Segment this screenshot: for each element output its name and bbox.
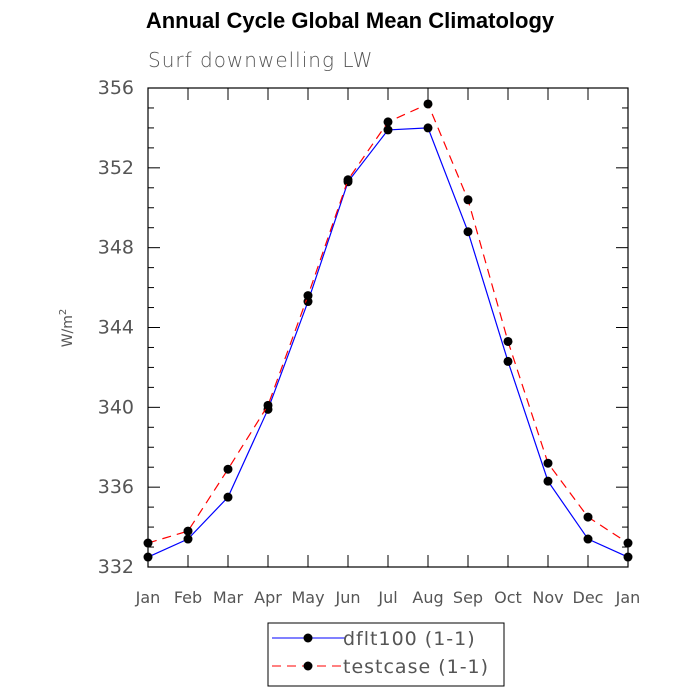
legend-box [267, 622, 505, 687]
x-tick-label: Jul [377, 588, 397, 607]
point-dflt100-12 [623, 552, 633, 562]
point-dflt100-0 [143, 552, 153, 562]
x-tick-label: Mar [213, 588, 244, 607]
y-tick-label: 340 [98, 396, 134, 418]
x-tick-label: Dec [573, 588, 604, 607]
y-tick-labels: 332 336 340 344 348 352 356 [98, 77, 134, 578]
point-testcase-5 [343, 175, 353, 185]
legend-label-testcase: testcase (1-1) [343, 656, 489, 678]
point-testcase-1 [183, 526, 193, 536]
series-line-dflt100 [147, 127, 629, 558]
y-tick-label: 336 [98, 476, 134, 498]
point-testcase-11 [583, 512, 593, 522]
point-dflt100-6 [383, 125, 393, 135]
y-tick-label: 348 [98, 237, 134, 259]
x-tick-label: Oct [494, 588, 522, 607]
axis-ticks [147, 87, 629, 568]
legend-marker-testcase [303, 661, 313, 671]
x-tick-label: Jun [335, 588, 361, 607]
y-tick-label: 352 [98, 157, 134, 179]
x-tick-label: Apr [254, 588, 282, 607]
x-tick-label: Nov [532, 588, 563, 607]
point-testcase-4 [303, 291, 313, 301]
legend-label-dflt100: dflt100 (1-1) [343, 628, 476, 650]
point-dflt100-1 [183, 534, 193, 544]
x-tick-label: Feb [174, 588, 202, 607]
x-tick-label: May [291, 588, 324, 607]
legend-marker-dflt100 [303, 633, 313, 643]
point-testcase-7 [423, 99, 433, 109]
x-tick-labels: Jan Feb Mar Apr May Jun Jul Aug Sep Oct Nov Dec Jan [135, 588, 641, 607]
point-dflt100-11 [583, 534, 593, 544]
point-testcase-2 [223, 464, 233, 474]
point-testcase-6 [383, 117, 393, 127]
point-dflt100-9 [503, 356, 513, 366]
x-tick-label: Aug [412, 588, 443, 607]
y-tick-label: 356 [98, 77, 134, 99]
point-testcase-8 [463, 195, 473, 205]
plot-frame [147, 87, 629, 568]
point-testcase-10 [543, 458, 553, 468]
x-tick-label: Jan [615, 588, 641, 607]
point-dflt100-7 [423, 123, 433, 133]
point-testcase-0 [143, 538, 153, 548]
series-line-testcase [147, 103, 629, 544]
y-tick-label: 332 [98, 556, 134, 578]
point-dflt100-8 [463, 227, 473, 237]
legend: dflt100 (1-1) testcase (1-1) [267, 622, 505, 687]
point-dflt100-10 [543, 476, 553, 486]
y-axis-label: W/m2 [58, 309, 76, 348]
x-tick-label: Jan [135, 588, 161, 607]
point-testcase-9 [503, 336, 513, 346]
y-tick-label: 344 [98, 317, 134, 339]
point-dflt100-2 [223, 492, 233, 502]
x-tick-label: Sep [453, 588, 483, 607]
chart-subtitle: Surf downwelling LW [148, 48, 374, 72]
series-layer [143, 99, 633, 562]
point-testcase-3 [263, 400, 273, 410]
point-testcase-12 [623, 538, 633, 548]
chart-title: Annual Cycle Global Mean Climatology [145, 8, 555, 33]
